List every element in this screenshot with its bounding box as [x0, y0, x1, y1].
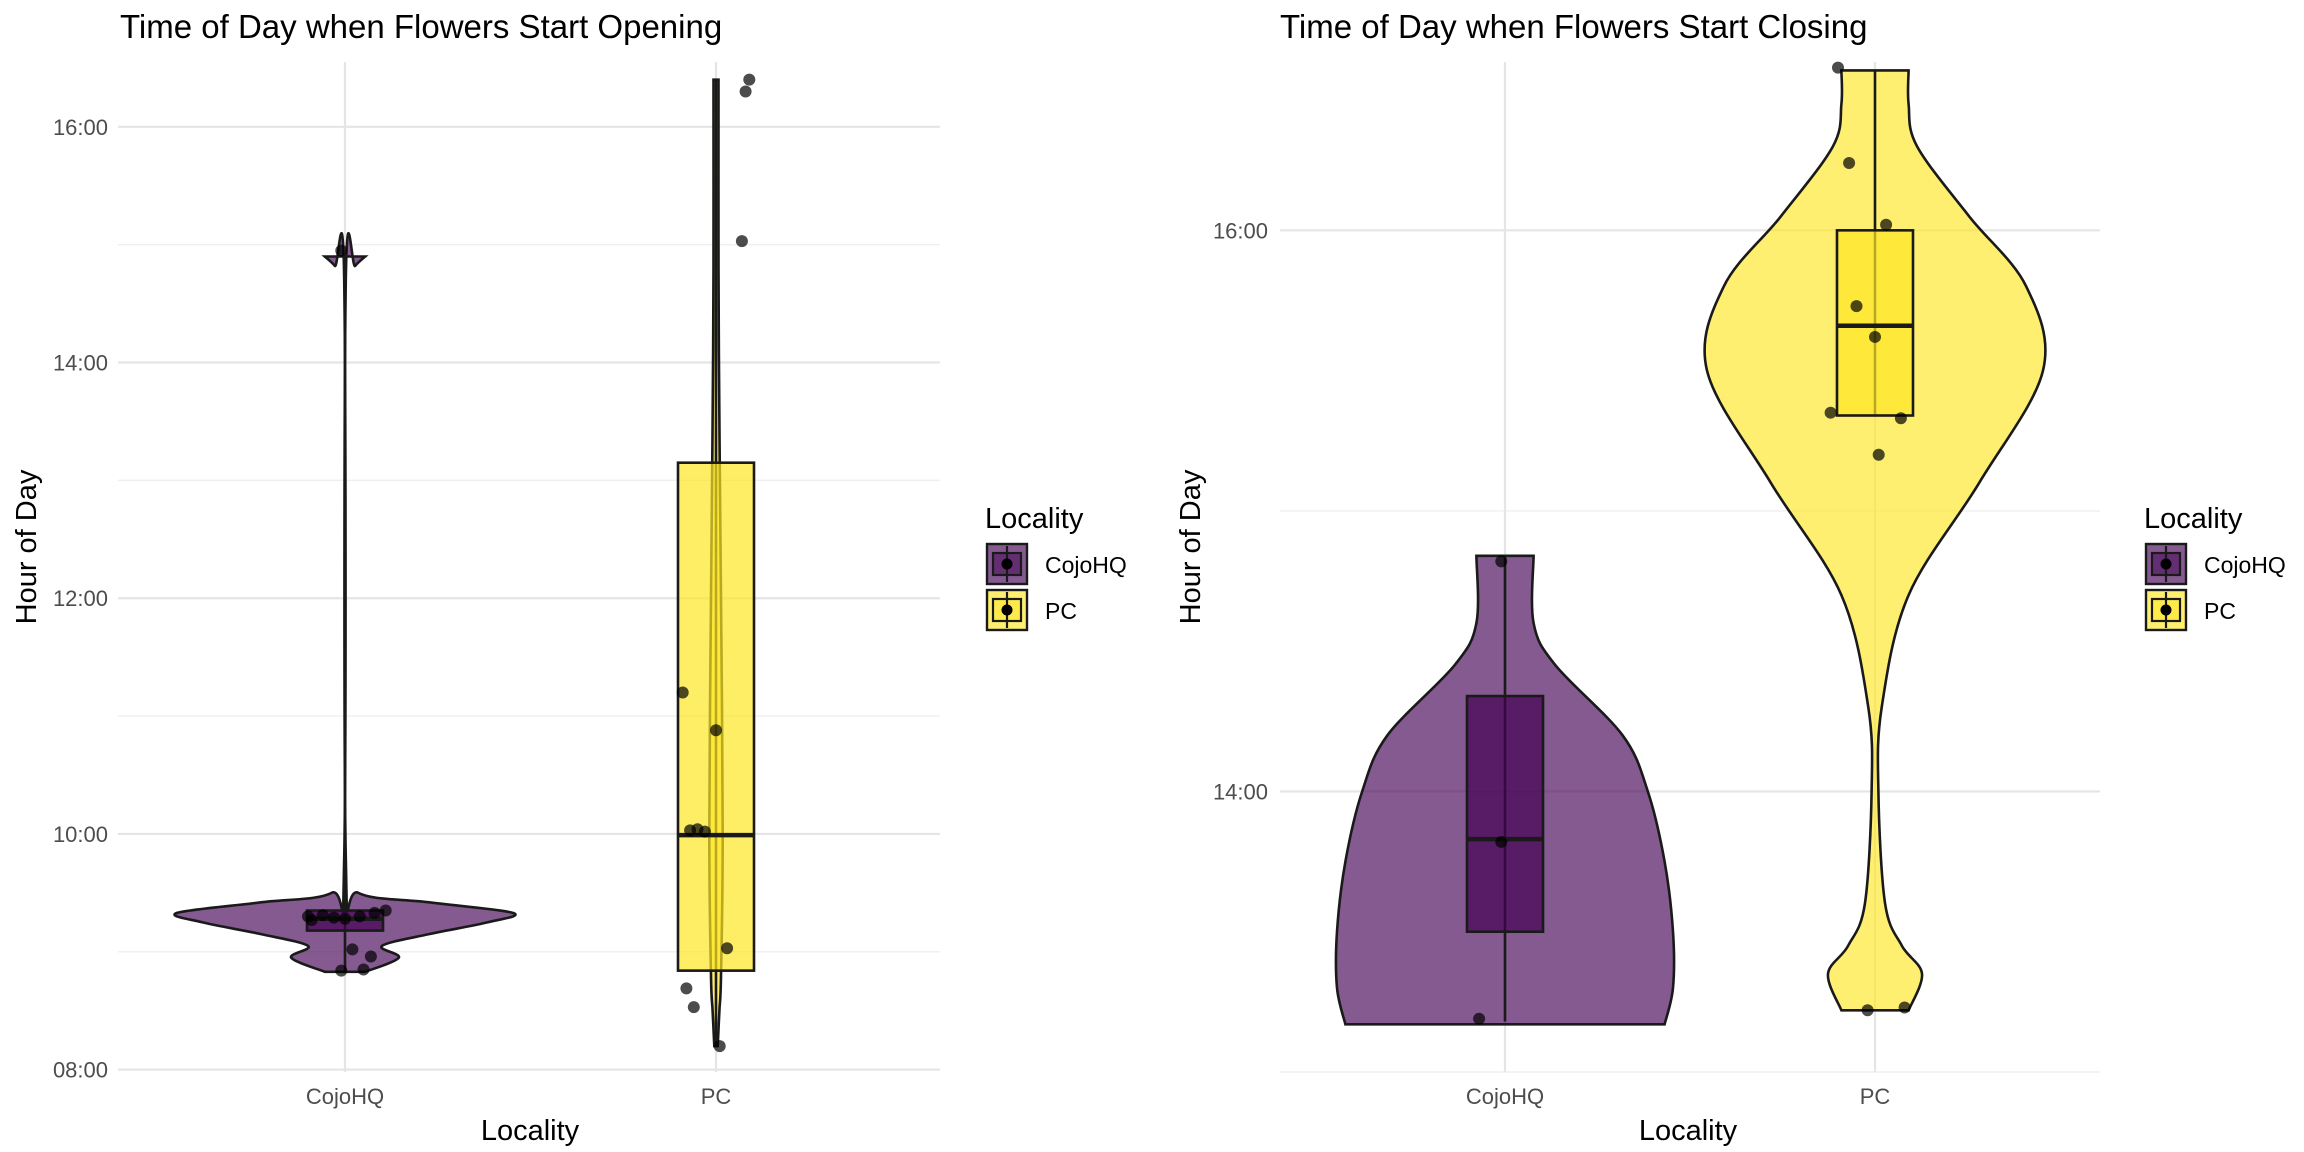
- data-point: [1861, 1004, 1874, 1017]
- y-tick-label: 14:00: [53, 351, 108, 376]
- y-tick-label: 16:00: [1213, 218, 1268, 243]
- data-point: [1824, 406, 1837, 419]
- data-point: [1850, 300, 1863, 313]
- data-point: [743, 73, 756, 86]
- legend-key-pc: [2144, 588, 2188, 632]
- panel-2: 14:00 16:00 CojoHQ PC Time of Day when Flowe…: [1175, 8, 2286, 1147]
- chart-title: Time of Day when Flowers Start Closing: [1280, 8, 1867, 45]
- data-point: [346, 943, 359, 956]
- box-cojohq: [1465, 694, 1545, 934]
- x-tick-label: PC: [701, 1084, 732, 1109]
- data-point: [357, 963, 370, 976]
- legend: Locality CojoHQ PC: [985, 503, 1127, 632]
- legend-label: PC: [1045, 598, 1077, 624]
- data-point: [1898, 1001, 1911, 1014]
- legend-key-cojohq: [985, 542, 1029, 586]
- data-point: [335, 244, 348, 257]
- legend: Locality CojoHQ PC: [2144, 503, 2286, 632]
- legend-label: PC: [2204, 598, 2236, 624]
- data-point: [676, 686, 689, 699]
- data-point: [1495, 835, 1508, 848]
- group-cojohq: [1334, 554, 1676, 1026]
- y-tick-label: 16:00: [53, 115, 108, 140]
- data-point: [1880, 218, 1893, 231]
- legend-label: CojoHQ: [1045, 552, 1127, 578]
- data-point: [680, 982, 693, 995]
- data-point: [1894, 412, 1907, 425]
- y-tick-label: 12:00: [53, 586, 108, 611]
- data-point: [353, 910, 366, 923]
- x-tick-label: CojoHQ: [1466, 1084, 1544, 1109]
- data-point: [1869, 330, 1881, 343]
- data-point: [721, 942, 734, 955]
- data-point: [364, 950, 377, 963]
- x-tick-label: PC: [1860, 1084, 1891, 1109]
- legend-key-cojohq: [2144, 542, 2188, 586]
- data-point: [710, 724, 722, 737]
- data-point: [687, 1001, 700, 1014]
- y-tick-label: 08:00: [53, 1058, 108, 1083]
- data-point: [1872, 448, 1885, 461]
- legend-title: Locality: [2144, 503, 2243, 535]
- data-point: [302, 910, 314, 923]
- group-pc: [676, 73, 756, 1053]
- group-cojohq: [173, 231, 517, 977]
- data-point: [1843, 157, 1856, 169]
- panel-1: 08:00 10:00 12:00 14:00 16:00 CojoHQ PC Time of…: [11, 8, 1127, 1147]
- y-tick-label: 10:00: [53, 822, 108, 847]
- data-point: [316, 909, 329, 922]
- data-point: [698, 825, 711, 838]
- data-point: [379, 904, 392, 917]
- group-pc: [1703, 61, 2047, 1017]
- y-tick-label: 14:00: [1213, 779, 1268, 804]
- x-tick-label: CojoHQ: [306, 1084, 384, 1109]
- data-point: [339, 912, 351, 925]
- data-point: [739, 85, 752, 98]
- y-axis-title: Hour of Day: [1175, 469, 1207, 624]
- data-point: [1832, 61, 1844, 74]
- data-point: [713, 1040, 726, 1053]
- data-point: [368, 906, 381, 919]
- chart-title: Time of Day when Flowers Start Opening: [120, 8, 722, 45]
- box-pc: [1835, 229, 1915, 417]
- y-axis-title: Hour of Day: [11, 469, 43, 624]
- data-point: [327, 911, 340, 924]
- legend-label: CojoHQ: [2204, 552, 2286, 578]
- x-axis-title: Locality: [1639, 1115, 1738, 1147]
- data-point: [1495, 555, 1508, 568]
- legend-title: Locality: [985, 503, 1084, 535]
- box-pc: [676, 461, 756, 972]
- x-axis-title: Locality: [481, 1115, 580, 1147]
- data-point: [335, 964, 348, 977]
- data-point: [735, 235, 748, 248]
- data-point: [1473, 1012, 1486, 1025]
- legend-key-pc: [985, 588, 1029, 632]
